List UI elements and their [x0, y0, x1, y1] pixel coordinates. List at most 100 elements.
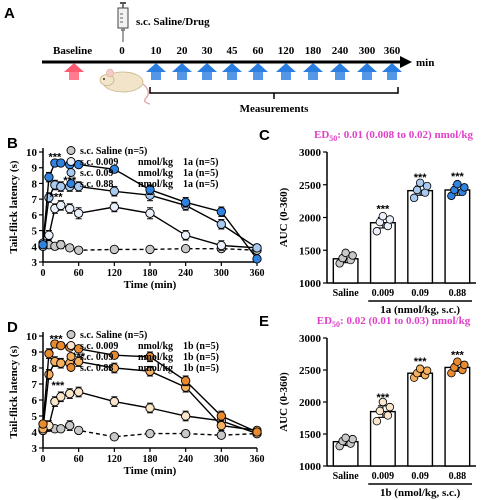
ed50-prefix: ED — [314, 129, 329, 141]
data-point — [216, 207, 226, 217]
timepoint-label: 300 — [359, 45, 376, 57]
baseline-arrow — [64, 63, 84, 80]
ed50-title: ED50: 0.01 (0.008 to 0.02) nmol/kg — [314, 129, 473, 143]
bar-group: *** — [444, 171, 471, 284]
legend-label: s.c. 0.88 — [80, 363, 113, 374]
measurements-label: Measurements — [240, 103, 310, 115]
data-point — [216, 411, 226, 421]
legend-label: s.c. 0.009 — [80, 341, 118, 352]
measurement-arrow — [197, 63, 217, 80]
panel-letter: D — [7, 319, 18, 336]
measurement-arrow-shaft — [387, 70, 397, 80]
y-tick-label: 3000 — [299, 147, 322, 159]
data-point — [38, 240, 48, 250]
y-tick-label: 2000 — [299, 213, 322, 225]
bar-group — [332, 433, 359, 467]
timepoint-label: 120 — [278, 45, 295, 57]
measurement-arrow — [248, 63, 268, 80]
data-point — [145, 403, 155, 413]
legend-marker — [66, 330, 76, 339]
measurement-arrow-shaft — [177, 70, 187, 80]
bar-group: *** — [369, 204, 396, 284]
y-tick-label: 6 — [32, 210, 38, 222]
data-point — [109, 350, 119, 360]
bar-group — [332, 248, 359, 284]
x-tick-label: 0 — [41, 454, 46, 465]
y-tick-label: 1000 — [299, 461, 322, 473]
legend-marker — [66, 352, 76, 361]
data-point — [74, 245, 84, 255]
data-point — [216, 430, 226, 440]
injection-label: s.c. Saline/Drug — [136, 16, 210, 28]
data-point — [65, 388, 75, 399]
legend-label: 1b (n=5) — [183, 341, 219, 352]
timepoint-label: 10 — [151, 45, 163, 57]
significance-stars: *** — [451, 350, 465, 362]
legend-label: nmol/kg — [138, 352, 173, 363]
measurement-arrow-shaft — [227, 70, 237, 80]
measurement-arrow-head — [357, 63, 377, 72]
individual-point — [453, 179, 462, 189]
data-point — [74, 181, 84, 192]
data-point — [44, 230, 54, 240]
y-tick-label: 10 — [26, 147, 38, 159]
data-point — [109, 186, 119, 196]
ed50-value: : 0.01 (0.008 to 0.02) nmol/kg — [337, 129, 473, 141]
y-axis-label: Tail-flick latency (s) — [8, 345, 20, 438]
y-tick-label: 7 — [32, 194, 38, 206]
data-point — [56, 158, 66, 168]
y-tick-label: 10 — [26, 331, 38, 343]
data-point — [56, 424, 66, 434]
legend-label: s.c. 0.09 — [80, 168, 113, 179]
measurement-arrow — [146, 63, 166, 80]
significance-stars: *** — [50, 192, 64, 204]
bar — [444, 189, 471, 284]
category-label: 0.09 — [411, 471, 429, 482]
timepoint-label: 360 — [384, 45, 401, 57]
data-point — [44, 172, 54, 182]
individual-point — [385, 215, 395, 224]
individual-point — [415, 178, 425, 187]
bar — [444, 366, 471, 467]
timepoint-label: 0 — [119, 45, 125, 57]
y-tick-label: 8 — [32, 363, 38, 375]
individual-point — [415, 364, 425, 373]
measurement-arrow-head — [330, 63, 350, 72]
x-tick-label: 0 — [41, 268, 46, 279]
timeline-unit: min — [416, 57, 434, 69]
y-tick-label: 3 — [32, 257, 38, 269]
bar-group: *** — [407, 356, 434, 467]
x-tick-label: 300 — [214, 268, 229, 279]
legend-label: s.c. 0.09 — [80, 352, 113, 363]
data-point — [56, 358, 66, 368]
legend-label: nmol/kg — [138, 168, 173, 179]
legend-label: s.c. Saline (n=5) — [80, 146, 147, 157]
individual-point — [378, 211, 388, 221]
category-label: 0.88 — [449, 288, 467, 299]
data-point — [252, 427, 262, 437]
data-point — [56, 240, 66, 250]
timepoint-labels: 0 10 20 30 45 60 120 180 240 300 360 — [119, 45, 401, 57]
measurement-arrow-head — [248, 63, 268, 72]
data-point — [56, 181, 66, 192]
ed50-title: ED50: 0.02 (0.01 to 0.03) nmol/kg — [317, 315, 471, 329]
y-tick-label: 3000 — [299, 333, 322, 345]
significance-stars: *** — [376, 204, 390, 216]
measurement-arrow-head — [146, 63, 166, 72]
y-tick-label: 5 — [32, 226, 38, 238]
timepoint-label: 180 — [305, 45, 322, 57]
category-label: Saline — [333, 471, 360, 482]
data-point — [74, 159, 84, 170]
measurement-arrow-shaft — [362, 70, 372, 80]
individual-point — [348, 434, 357, 444]
x-tick-label: 240 — [178, 454, 193, 465]
legend-marker — [66, 168, 76, 177]
data-point — [65, 203, 75, 214]
baseline-arrow-shaft — [69, 70, 79, 80]
timepoint-label: 45 — [227, 45, 239, 57]
significance-stars: *** — [451, 171, 465, 183]
data-point — [56, 392, 66, 402]
x-tick-label: 240 — [178, 268, 193, 279]
panel-c: C ED50: 0.01 (0.008 to 0.02) nmol/kg 1000 1… — [259, 127, 476, 316]
measurement-arrow-shaft — [202, 70, 212, 80]
